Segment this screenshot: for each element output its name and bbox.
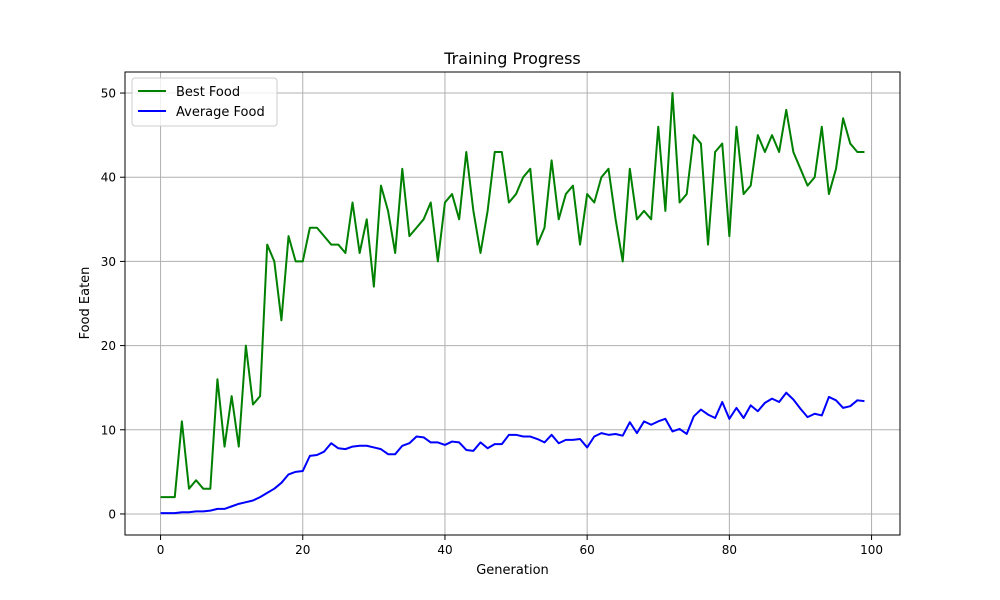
y-tick-label: 40 [101, 171, 116, 185]
x-tick-label: 40 [437, 543, 452, 557]
x-tick-label: 80 [722, 543, 737, 557]
series-line-best-food [160, 92, 865, 499]
x-tick-label: 20 [295, 543, 310, 557]
chart-title: Training Progress [443, 49, 581, 68]
x-tick-label: 0 [157, 543, 165, 557]
x-tick-label: 60 [580, 543, 595, 557]
series-layer [160, 92, 865, 515]
y-axis-label: Food Eaten [78, 267, 93, 340]
legend-label-best-food: Best Food [176, 85, 240, 100]
y-tick-label: 0 [108, 507, 116, 521]
x-axis-label: Generation [476, 563, 549, 578]
legend-frame [131, 77, 278, 127]
y-tick-label: 30 [101, 255, 116, 269]
x-tick-label: 100 [860, 543, 883, 557]
series-line-average-food [160, 391, 865, 515]
plot-area-frame [124, 71, 901, 536]
y-tick-label: 20 [101, 339, 116, 353]
axis-ticks: 0 20 40 60 80 100 0 10 20 30 40 50 [101, 87, 883, 557]
legend-label-average-food: Average Food [176, 105, 265, 120]
y-tick-label: 10 [101, 423, 116, 437]
legend: Best Food Average Food [131, 77, 278, 127]
y-tick-label: 50 [101, 87, 116, 101]
grid [125, 72, 900, 535]
